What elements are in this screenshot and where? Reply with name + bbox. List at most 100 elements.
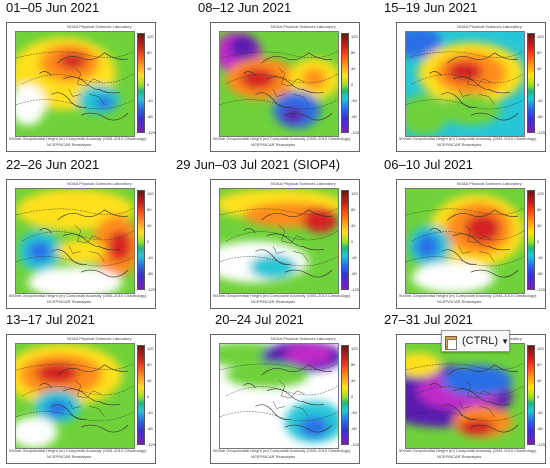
colorbar-tick-label: -80 — [351, 271, 357, 276]
colorbar-tick-label: -120 — [351, 287, 360, 292]
map-source: NCEP/NCAR Reanalysis — [47, 142, 92, 147]
map-source: NCEP/NCAR Reanalysis — [437, 299, 482, 304]
paste-options-button[interactable]: (CTRL) ▼ — [441, 330, 510, 352]
colorbar-tick-label: -80 — [147, 426, 153, 431]
colorbar-tick-label: 40 — [537, 378, 542, 383]
colorbar-tick-label: 120 — [147, 191, 154, 196]
colorbar: 120 80 40 0 -40 -80 -120 — [527, 345, 545, 447]
map-frame: NOAA Physical Sciences Laboratory 120 80 40… — [396, 179, 546, 309]
colorbar-tick-label: -80 — [147, 114, 153, 119]
paste-options-label: (CTRL) — [462, 335, 499, 347]
colorbar-tick-label: 120 — [537, 346, 544, 351]
map-frame: NOAA Physical Sciences Laboratory 120 80 40… — [210, 22, 360, 152]
colorbar: 120 80 40 0 -40 -80 -120 — [527, 33, 545, 135]
colorbar-tick-label: -80 — [351, 114, 357, 119]
anomaly-map — [220, 344, 338, 448]
colorbar-tick-label: 80 — [147, 50, 152, 55]
map-header: NOAA Physical Sciences Laboratory — [457, 181, 522, 186]
map-header: NOAA Physical Sciences Laboratory — [271, 336, 336, 341]
colorbar-tick-label: -120 — [537, 287, 546, 292]
colorbar-tick-label: 80 — [537, 207, 542, 212]
colorbar-tick-label: 40 — [351, 378, 356, 383]
map-plot — [15, 31, 135, 137]
colorbar: 120 80 40 0 -40 -80 -120 — [137, 345, 155, 447]
map-source: NCEP/NCAR Reanalysis — [47, 299, 92, 304]
anomaly-map — [406, 32, 524, 136]
dropdown-arrow-icon[interactable]: ▼ — [501, 336, 509, 346]
colorbar-tick-label: 120 — [147, 34, 154, 39]
panel-title: 08–12 Jun 2021 — [198, 0, 292, 15]
anomaly-map — [220, 32, 338, 136]
colorbar-tick-label: 80 — [537, 50, 542, 55]
colorbar-tick-label: -80 — [537, 114, 543, 119]
map-frame: NOAA Physical Sciences Laboratory 120 80 40… — [210, 334, 360, 464]
map-caption: 500mb Geopotential Height (m) Composite … — [9, 448, 147, 453]
colorbar-tick-label: 0 — [147, 394, 150, 399]
colorbar-tick-label: -40 — [537, 98, 543, 103]
map-frame: NOAA Physical Sciences Laboratory 120 80 40… — [6, 334, 156, 464]
map-plot — [15, 188, 135, 294]
colorbar-tick-label: 0 — [351, 239, 354, 244]
colorbar-tick-label: -80 — [351, 426, 357, 431]
colorbar-tick-label: -40 — [147, 98, 153, 103]
colorbar-tick-label: 0 — [537, 394, 540, 399]
colorbar: 120 80 40 0 -40 -80 -120 — [527, 190, 545, 292]
colorbar: 120 80 40 0 -40 -80 -120 — [341, 33, 359, 135]
colorbar: 120 80 40 0 -40 -80 -120 — [341, 345, 359, 447]
map-source: NCEP/NCAR Reanalysis — [251, 142, 296, 147]
colorbar-tick-label: 40 — [147, 66, 152, 71]
map-header: NOAA Physical Sciences Laboratory — [457, 24, 522, 29]
colorbar: 120 80 40 0 -40 -80 -120 — [137, 190, 155, 292]
map-header: NOAA Physical Sciences Laboratory — [67, 336, 132, 341]
map-caption: 500mb Geopotential Height (m) Composite … — [399, 293, 537, 298]
colorbar-tick-label: -80 — [537, 271, 543, 276]
map-header: NOAA Physical Sciences Laboratory — [67, 24, 132, 29]
colorbar-tick-label: 40 — [147, 378, 152, 383]
panel-title: 15–19 Jun 2021 — [384, 0, 478, 15]
map-frame: NOAA Physical Sciences Laboratory 120 80 40… — [210, 179, 360, 309]
map-caption: 500mb Geopotential Height (m) Composite … — [9, 293, 147, 298]
colorbar-tick-label: 120 — [537, 34, 544, 39]
map-source: NCEP/NCAR Reanalysis — [47, 454, 92, 459]
colorbar-tick-label: 40 — [351, 223, 356, 228]
colorbar-tick-label: 80 — [351, 207, 356, 212]
colorbar-tick-label: -120 — [351, 442, 360, 447]
colorbar-tick-label: 0 — [537, 82, 540, 87]
colorbar-tick-label: -40 — [147, 410, 153, 415]
map-plot — [405, 31, 525, 137]
map-plot — [405, 188, 525, 294]
colorbar-tick-label: 0 — [147, 82, 150, 87]
map-header: NOAA Physical Sciences Laboratory — [271, 181, 336, 186]
colorbar-tick-label: 0 — [351, 82, 354, 87]
anomaly-map — [220, 189, 338, 293]
colorbar-tick-label: -40 — [351, 98, 357, 103]
anomaly-map — [406, 189, 524, 293]
map-source: NCEP/NCAR Reanalysis — [251, 299, 296, 304]
colorbar-tick-label: 40 — [537, 223, 542, 228]
colorbar-tick-label: 80 — [351, 362, 356, 367]
map-plot — [219, 31, 339, 137]
colorbar-tick-label: -120 — [147, 442, 156, 447]
colorbar-tick-label: -80 — [147, 271, 153, 276]
colorbar-tick-label: 80 — [147, 362, 152, 367]
map-frame: NOAA Physical Sciences Laboratory 120 80 40… — [6, 179, 156, 309]
colorbar-tick-label: 120 — [351, 34, 358, 39]
colorbar-tick-label: -80 — [537, 426, 543, 431]
map-caption: 500mb Geopotential Height (m) Composite … — [399, 448, 537, 453]
panel-title: 13–17 Jul 2021 — [6, 312, 95, 327]
colorbar-tick-label: -40 — [537, 255, 543, 260]
colorbar-tick-label: -40 — [351, 410, 357, 415]
panel-title: 29 Jun–03 Jul 2021 (SIOP4) — [176, 157, 341, 172]
clipboard-icon — [444, 334, 459, 350]
map-plot — [219, 188, 339, 294]
colorbar-tick-label: 80 — [351, 50, 356, 55]
panel-title: 27–31 Jul 2021 — [384, 312, 473, 327]
map-plot — [15, 343, 135, 449]
panel-title: 06–10 Jul 2021 — [384, 157, 473, 172]
map-plot — [219, 343, 339, 449]
colorbar-tick-label: -120 — [537, 442, 546, 447]
colorbar-tick-label: -120 — [147, 287, 156, 292]
map-source: NCEP/NCAR Reanalysis — [251, 454, 296, 459]
panel-title: 20–24 Jul 2021 — [215, 312, 304, 327]
colorbar-tick-label: -40 — [351, 255, 357, 260]
